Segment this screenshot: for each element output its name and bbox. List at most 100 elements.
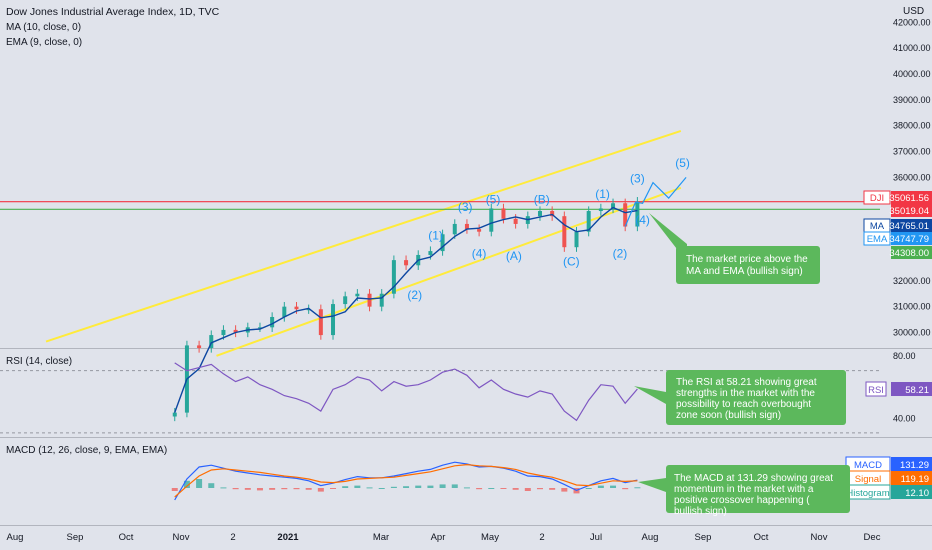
time-tick-label: Dec xyxy=(864,532,881,543)
candle-body xyxy=(464,223,469,230)
price-label-name: EMA xyxy=(867,234,888,245)
candle-body xyxy=(270,316,275,328)
macd-hist-bar xyxy=(342,486,349,488)
time-tick-label: Apr xyxy=(431,532,446,543)
price-tick-label: 37000.00 xyxy=(893,147,931,157)
indicator-ema[interactable]: EMA (9, close, 0) xyxy=(6,37,82,48)
callout-line: momentum in the market with a xyxy=(674,484,814,495)
callout-line: The MACD at 131.29 showing great xyxy=(674,473,833,484)
candle-body xyxy=(635,201,640,227)
time-axis[interactable]: Aug Sep Oct Nov 2 2021 Mar Apr May 2 Jul Aug Sep Oct N… xyxy=(7,532,881,543)
price-label-tag xyxy=(863,231,891,246)
horizontal-levels[interactable] xyxy=(0,201,880,210)
price-label-value: 35061.56 xyxy=(889,193,929,204)
price-label-value: 34765.01 xyxy=(889,221,929,232)
macd-hist-bar xyxy=(536,488,543,490)
wave-label: (4) xyxy=(635,213,650,227)
macd-value: 131.29 xyxy=(900,460,929,471)
macd-hist-bar xyxy=(476,488,483,490)
rsi-line xyxy=(174,362,638,422)
price-label-bg xyxy=(891,219,932,232)
macd-hist-bar xyxy=(403,486,410,488)
candle-body xyxy=(537,211,542,217)
macd-hist-bar xyxy=(390,486,397,488)
macd-hist-bar xyxy=(524,488,531,491)
ma-line xyxy=(174,206,638,413)
time-tick-label: 2 xyxy=(539,532,544,543)
callout-line: MA and EMA (bullish sign) xyxy=(686,266,803,277)
callout-line: possibility to reach overbought xyxy=(676,399,811,410)
rsi-tag xyxy=(865,381,887,397)
macd-hist-bar xyxy=(439,484,446,488)
wave-label: (2) xyxy=(407,288,422,302)
macd-hist-bar xyxy=(463,487,470,489)
candle-body xyxy=(598,208,603,212)
rsi-callout: The RSI at 58.21 showing great strengths … xyxy=(676,377,817,421)
callout-pointer xyxy=(638,478,666,492)
callout-line: zone soon (bullish sign) xyxy=(676,410,781,421)
rsi-title[interactable]: RSI (14, close) xyxy=(6,356,72,367)
candle-body xyxy=(233,329,238,333)
candle-body xyxy=(452,223,457,235)
macd-hist-bar xyxy=(196,479,203,488)
candle-body xyxy=(318,309,323,336)
time-axis-bg xyxy=(0,525,932,550)
macd-tag-name: MACD xyxy=(854,460,882,471)
rsi-tick-label: 40.00 xyxy=(893,413,916,423)
channel-upper-line[interactable] xyxy=(45,129,682,343)
price-callout-box[interactable] xyxy=(676,246,820,284)
candle-body xyxy=(355,293,360,297)
forecast-path[interactable] xyxy=(624,177,687,227)
time-tick-label: Mar xyxy=(373,532,389,543)
rsi-value-label: RSI 58.21 xyxy=(865,381,932,397)
rsi-tick-label: 80.00 xyxy=(893,351,916,361)
macd-callout-box[interactable] xyxy=(666,465,850,513)
candle-body xyxy=(404,260,409,266)
price-tick-label: 38000.00 xyxy=(893,121,931,131)
price-label-tag xyxy=(863,190,891,205)
candle-body xyxy=(197,345,202,348)
macd-value-bg xyxy=(891,457,932,471)
callout-line: bullish sign) xyxy=(674,506,727,517)
candle-body xyxy=(367,293,372,307)
macd-hist-bar xyxy=(500,488,507,489)
time-tick-label: 2 xyxy=(230,532,235,543)
wave-labels[interactable]: (1) (3) (5) (2) (4) (A) (B) (C) (1) (2) (3) (4) (5) xyxy=(407,156,690,302)
macd-hist-bar xyxy=(171,488,178,491)
candle-body xyxy=(257,327,262,329)
time-tick-label: Nov xyxy=(811,532,828,543)
time-tick-label: Oct xyxy=(754,532,769,543)
time-tick-label: Oct xyxy=(119,532,134,543)
price-tick-label: 32000.00 xyxy=(893,276,931,286)
macd-title[interactable]: MACD (12, 26, close, 9, EMA, EMA) xyxy=(6,445,167,456)
price-label-bg xyxy=(891,246,932,259)
macd-hist-bar xyxy=(183,480,190,488)
macd-hist-bar xyxy=(378,488,385,489)
price-tick-label: 41000.00 xyxy=(893,43,931,53)
macd-hist-bar xyxy=(415,485,422,488)
indicator-ma[interactable]: MA (10, close, 0) xyxy=(6,22,81,33)
macd-hist-bar xyxy=(354,485,361,488)
time-tick-label: May xyxy=(481,532,499,543)
candle-body xyxy=(379,293,384,307)
macd-value: 119.19 xyxy=(901,474,929,485)
candle-body xyxy=(343,296,348,305)
wave-label: (A) xyxy=(506,249,522,263)
wave-label: (1) xyxy=(595,187,610,201)
candle-body xyxy=(331,304,336,336)
price-label-value: 34747.79 xyxy=(889,234,929,245)
candle-body xyxy=(209,335,214,348)
candle-body xyxy=(574,231,579,248)
rsi-callout-box[interactable] xyxy=(666,370,846,425)
price-label-name: DJI xyxy=(870,193,884,204)
candlesticks xyxy=(172,197,640,422)
macd-hist-bar xyxy=(305,488,312,490)
callout-line: The market price above the xyxy=(686,254,808,265)
price-label-value: 35019.04 xyxy=(889,206,929,217)
macd-value-labels: MACD 131.29 Signal 119.19 Histogram 12.10 xyxy=(845,456,932,500)
macd-hist-bar xyxy=(208,483,215,488)
macd-hist-bar xyxy=(269,488,276,490)
macd-hist-bar xyxy=(220,487,227,489)
